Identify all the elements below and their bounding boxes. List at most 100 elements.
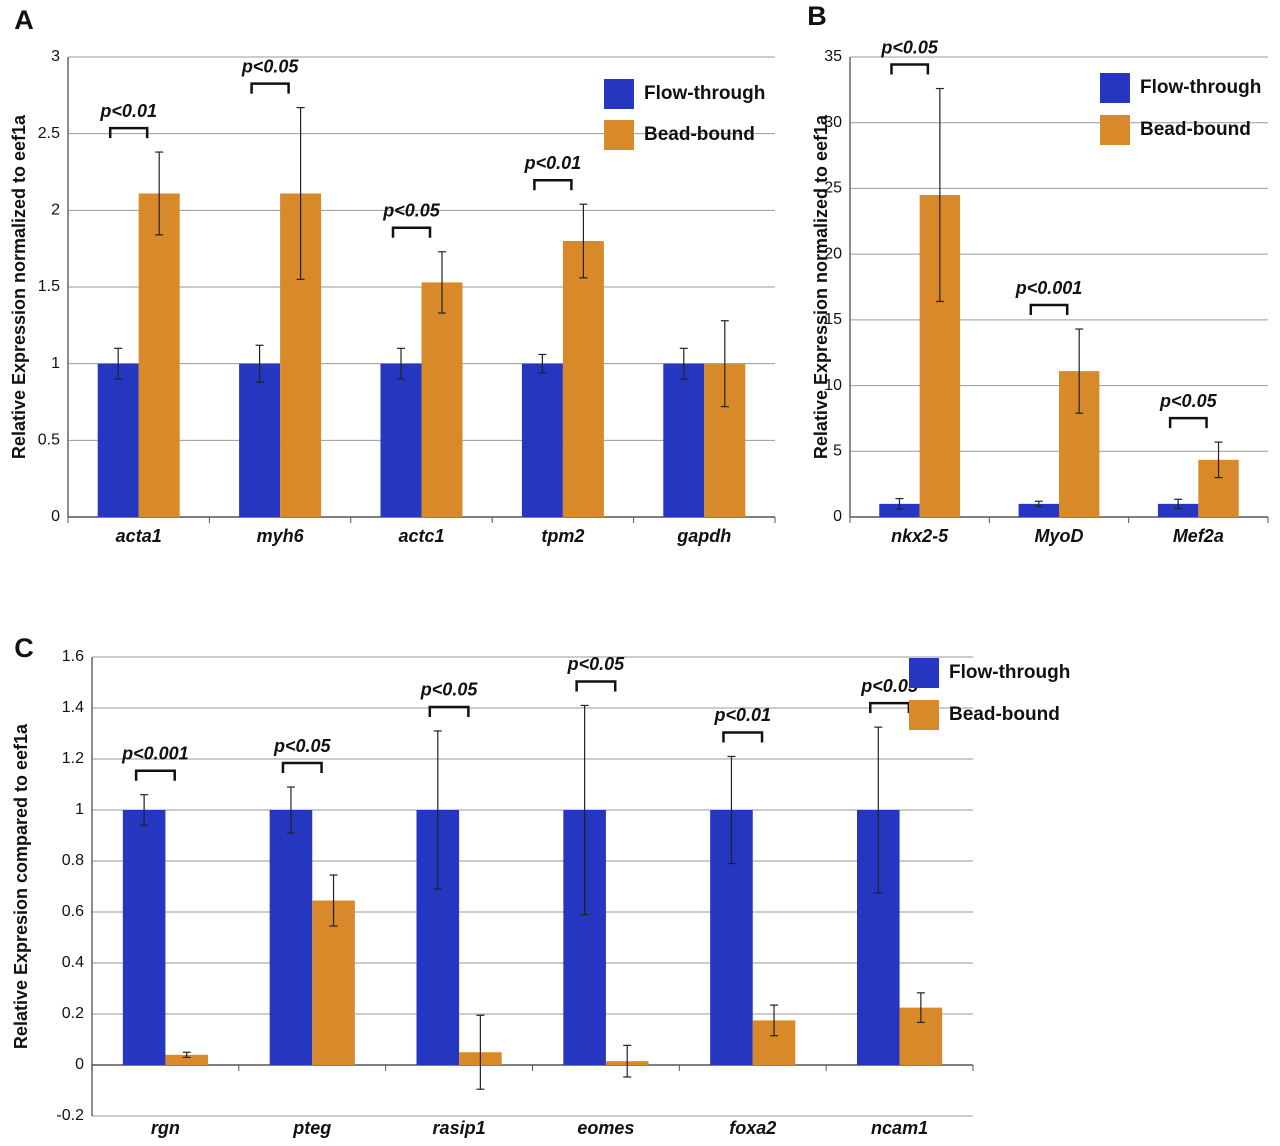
y-tick-label: 1 bbox=[51, 355, 60, 372]
significance-bracket bbox=[890, 63, 930, 75]
legend-label: Flow-through bbox=[644, 83, 765, 104]
bar bbox=[165, 1054, 208, 1065]
p-value-annotation: p<0.01 bbox=[99, 101, 157, 121]
p-value-annotation: p<0.05 bbox=[382, 200, 441, 220]
significance-bracket bbox=[428, 705, 470, 717]
p-value-annotation: p<0.05 bbox=[880, 37, 939, 57]
significance-bracket bbox=[250, 82, 290, 94]
p-value-annotation: p<0.05 bbox=[273, 736, 332, 756]
significance-bracket bbox=[108, 126, 149, 139]
y-axis-label: Relative Expression normalized to eef1a bbox=[9, 114, 29, 459]
y-tick-label: 1 bbox=[75, 801, 84, 818]
y-tick-label: 0.5 bbox=[38, 432, 60, 449]
y-tick-label: 0.8 bbox=[62, 852, 84, 869]
legend-label: Flow-through bbox=[1140, 77, 1261, 98]
y-tick-label: 35 bbox=[824, 48, 842, 65]
y-tick-label: 10 bbox=[824, 377, 842, 394]
x-tick-label: foxa2 bbox=[729, 1118, 776, 1138]
x-tick-label: tpm2 bbox=[541, 526, 584, 546]
y-tick-label: 30 bbox=[824, 114, 842, 131]
x-tick-label: Mef2a bbox=[1173, 526, 1224, 546]
y-tick-label: 0.2 bbox=[62, 1005, 84, 1022]
p-value-annotation: p<0.05 bbox=[860, 676, 919, 696]
p-value-annotation: p<0.001 bbox=[121, 743, 189, 763]
y-tick-label: 2.5 bbox=[38, 125, 60, 142]
panel-label: C bbox=[14, 633, 34, 663]
y-axis-label: Relative Expression normalized to eef1a bbox=[811, 114, 831, 459]
y-axis-label: Relative Expresion compared to eef1a bbox=[11, 723, 31, 1049]
y-tick-label: 1.4 bbox=[62, 699, 84, 716]
legend-swatch bbox=[604, 79, 634, 109]
y-tick-label: 0.4 bbox=[62, 954, 84, 971]
significance-bracket bbox=[575, 680, 617, 692]
bar bbox=[663, 363, 705, 517]
legend-swatch bbox=[909, 700, 939, 730]
panel-label: B bbox=[807, 1, 827, 31]
x-tick-label: acta1 bbox=[116, 526, 162, 546]
bar bbox=[1018, 503, 1059, 517]
p-value-annotation: p<0.05 bbox=[1159, 391, 1218, 411]
significance-bracket bbox=[281, 761, 323, 774]
y-tick-label: 0.6 bbox=[62, 903, 84, 920]
legend-label: Flow-through bbox=[949, 662, 1070, 683]
x-tick-label: myh6 bbox=[257, 526, 305, 546]
bar bbox=[1157, 503, 1199, 517]
p-value-annotation: p<0.05 bbox=[567, 654, 626, 674]
significance-bracket bbox=[722, 731, 764, 743]
bar bbox=[312, 900, 355, 1065]
x-tick-label: ncam1 bbox=[871, 1118, 928, 1138]
x-tick-label: pteg bbox=[292, 1118, 331, 1138]
panel-label: A bbox=[14, 5, 34, 35]
legend-label: Bead-bound bbox=[949, 704, 1060, 725]
bar bbox=[421, 282, 463, 517]
bar bbox=[380, 363, 422, 517]
x-tick-label: nkx2-5 bbox=[891, 526, 949, 546]
x-tick-label: gapdh bbox=[676, 526, 731, 546]
legend-swatch bbox=[1100, 73, 1130, 103]
legend-swatch bbox=[1100, 115, 1130, 145]
significance-bracket bbox=[134, 769, 176, 781]
x-tick-label: rgn bbox=[151, 1118, 180, 1138]
bar bbox=[122, 810, 166, 1065]
significance-bracket bbox=[1029, 303, 1069, 316]
p-value-annotation: p<0.001 bbox=[1015, 278, 1083, 298]
bar bbox=[239, 363, 281, 517]
legend-label: Bead-bound bbox=[644, 124, 755, 145]
y-tick-label: -0.2 bbox=[56, 1107, 84, 1124]
bar bbox=[879, 503, 920, 517]
p-value-annotation: p<0.01 bbox=[524, 153, 582, 173]
y-tick-label: 15 bbox=[824, 311, 842, 328]
x-tick-label: rasip1 bbox=[433, 1118, 486, 1138]
x-tick-label: MyoD bbox=[1035, 526, 1084, 546]
y-tick-label: 1.2 bbox=[62, 750, 84, 767]
y-tick-label: 1.6 bbox=[62, 648, 84, 665]
y-tick-label: 5 bbox=[833, 443, 842, 460]
x-tick-label: eomes bbox=[577, 1118, 634, 1138]
y-tick-label: 2 bbox=[51, 202, 60, 219]
y-tick-label: 0 bbox=[51, 508, 60, 525]
significance-bracket bbox=[533, 178, 573, 191]
bar bbox=[562, 241, 604, 517]
legend-swatch bbox=[909, 658, 939, 688]
y-tick-label: 25 bbox=[824, 180, 842, 197]
y-tick-label: 0 bbox=[833, 508, 842, 525]
bar bbox=[269, 810, 313, 1065]
significance-bracket bbox=[869, 701, 911, 714]
significance-bracket bbox=[391, 226, 432, 238]
y-tick-label: 20 bbox=[824, 245, 842, 262]
x-tick-label: actc1 bbox=[398, 526, 444, 546]
p-value-annotation: p<0.05 bbox=[420, 680, 479, 700]
p-value-annotation: p<0.05 bbox=[241, 56, 300, 76]
significance-bracket bbox=[1168, 416, 1208, 429]
bar bbox=[521, 363, 563, 517]
p-value-annotation: p<0.01 bbox=[713, 705, 771, 725]
legend-label: Bead-bound bbox=[1140, 119, 1251, 140]
bar bbox=[138, 193, 180, 517]
bar bbox=[97, 363, 139, 517]
y-tick-label: 3 bbox=[51, 48, 60, 65]
y-tick-label: 1.5 bbox=[38, 278, 60, 295]
y-tick-label: 0 bbox=[75, 1056, 84, 1073]
legend-swatch bbox=[604, 120, 634, 150]
